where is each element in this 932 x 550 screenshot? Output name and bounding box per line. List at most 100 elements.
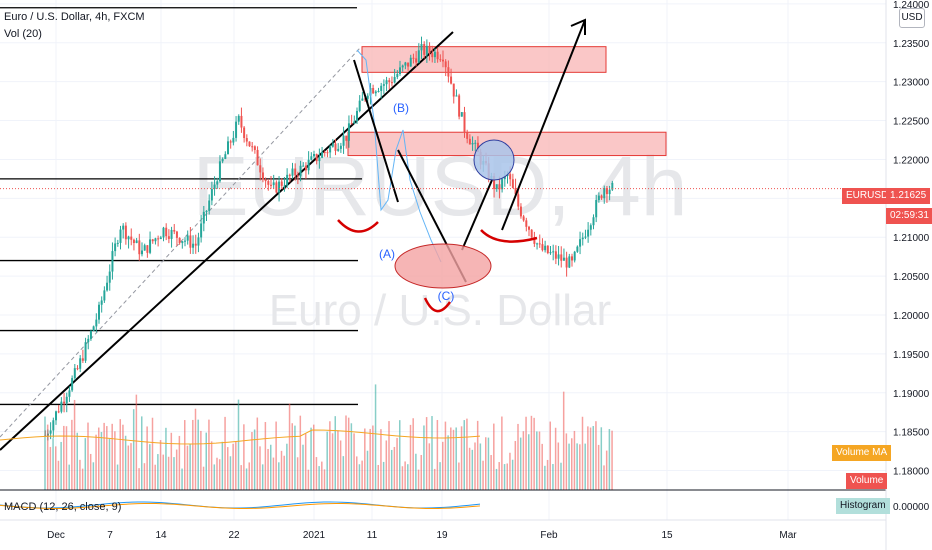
wave-label-c: (C)	[438, 289, 455, 303]
drawn-line-a	[353, 59, 399, 203]
candle-body	[227, 141, 229, 155]
candle-body	[310, 156, 313, 160]
candle-body	[546, 245, 549, 254]
candle-body	[581, 237, 584, 240]
candle-body	[235, 121, 238, 138]
candle-body	[326, 152, 329, 154]
candle-body	[452, 83, 455, 97]
volume-bar	[450, 427, 452, 490]
volume-bar	[565, 433, 568, 490]
candle-body	[595, 200, 598, 218]
volume-bar	[154, 464, 156, 490]
volume-bar	[528, 434, 530, 490]
candle-body	[538, 243, 541, 245]
price-tick-label: 1.22500	[893, 117, 930, 128]
volume-bar	[151, 417, 154, 490]
candle-body	[458, 95, 461, 117]
volume-bar	[350, 423, 353, 490]
volume-bar	[232, 443, 234, 490]
candle-body	[450, 76, 453, 84]
candle-body	[63, 401, 66, 404]
currency-button[interactable]: USD	[899, 8, 925, 28]
candle-body	[573, 251, 576, 261]
drawn-line-up	[461, 179, 493, 251]
price-tick-label: 1.23500	[893, 39, 930, 50]
candle-body	[493, 176, 496, 189]
candle-body	[302, 165, 305, 167]
volume-bar	[525, 416, 527, 490]
candle-body	[197, 237, 200, 246]
candle-body	[261, 172, 264, 180]
macd-indicator-label[interactable]: MACD (12, 26, close, 9)	[4, 501, 122, 513]
candle-body	[423, 44, 426, 55]
candle-body	[345, 135, 348, 141]
volume-bar	[213, 464, 216, 490]
candle-body	[68, 390, 71, 397]
candle-body	[216, 181, 219, 185]
volume-bar	[506, 463, 508, 490]
candle-body	[205, 210, 208, 212]
volume-bar	[272, 457, 275, 490]
candle-body	[528, 226, 530, 230]
volume-bar	[417, 469, 420, 490]
volume-bar	[476, 420, 479, 490]
volume-bar	[552, 464, 554, 490]
candle-body	[294, 168, 297, 176]
volume-bar	[579, 444, 581, 490]
volume-bar	[92, 462, 95, 490]
volume-bar	[595, 421, 597, 490]
volume-bar	[372, 425, 374, 490]
candle-body	[253, 146, 256, 150]
volume-bar	[415, 453, 417, 490]
volume-ma-line	[0, 429, 481, 445]
volume-bar	[175, 449, 178, 490]
candle-body	[544, 245, 547, 251]
candle-body	[245, 138, 248, 142]
volume-bar	[251, 432, 253, 490]
volume-bar	[181, 468, 183, 490]
candle-body	[420, 44, 423, 51]
candle-body	[396, 73, 399, 78]
volume-bar	[385, 440, 388, 490]
volume-bar	[533, 417, 535, 490]
candle-body	[409, 57, 412, 67]
time-tick-label: 11	[367, 530, 378, 541]
volume-bar	[514, 440, 517, 490]
volume-bar	[571, 438, 573, 490]
volume-bar	[323, 469, 326, 490]
candle-body	[159, 237, 162, 240]
volume-bar	[358, 464, 361, 490]
candle-body	[571, 256, 573, 261]
candle-body	[208, 200, 211, 211]
candle-body	[243, 127, 246, 139]
price-tick-label: 1.18000	[893, 467, 930, 478]
candle-body	[517, 194, 520, 207]
candle-body	[417, 50, 420, 63]
candle-body	[350, 123, 353, 125]
volume-bar	[302, 444, 304, 490]
volume-bar	[605, 450, 608, 490]
candle-body	[447, 67, 450, 77]
candle-body	[119, 229, 122, 243]
volume-bar	[71, 419, 73, 490]
candle-body	[49, 430, 52, 434]
volume-bar	[44, 416, 46, 490]
candle-body	[597, 195, 600, 201]
volume-bar	[283, 455, 285, 490]
candle-body	[213, 184, 216, 189]
volume-bar	[331, 433, 334, 490]
volume-bar	[73, 399, 76, 490]
candle-body	[95, 319, 98, 327]
candle-body	[584, 236, 587, 238]
projection-arrow-head	[570, 18, 586, 35]
candle-body	[184, 240, 186, 242]
volume-bar	[192, 419, 194, 490]
candle-body	[372, 88, 375, 94]
support-ellipse	[394, 243, 492, 289]
candle-body	[511, 179, 514, 188]
candle-body	[248, 141, 251, 147]
volume-bar	[581, 416, 584, 490]
volume-indicator-label[interactable]: Vol (20)	[4, 28, 42, 40]
volume-bar	[248, 462, 250, 490]
